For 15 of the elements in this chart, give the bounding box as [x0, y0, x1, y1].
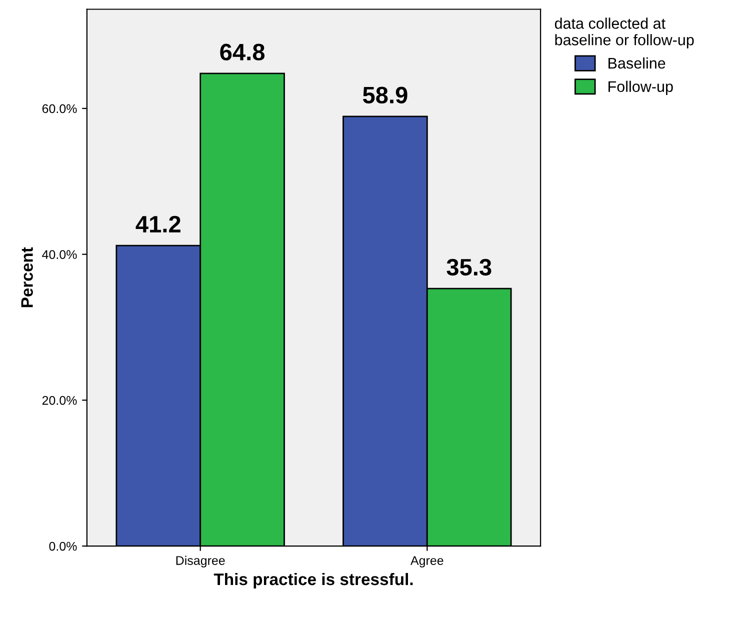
- data-label: 64.8: [220, 44, 265, 60]
- y-axis-title: Percent: [21, 247, 33, 308]
- legend-title: data collected at baseline or follow-up: [554, 18, 694, 48]
- legend-label: Baseline: [608, 57, 666, 69]
- y-tick-label: 20.0%: [42, 396, 77, 405]
- y-tick-label: 40.0%: [42, 250, 77, 259]
- data-label: 35.3: [446, 258, 492, 276]
- x-axis-title: This practice is stressful.: [214, 572, 413, 589]
- x-tick-label: Agree: [410, 556, 444, 568]
- data-label: 58.9: [362, 86, 408, 104]
- y-tick-label: 0.0%: [49, 542, 77, 551]
- legend-label: Follow-up: [608, 80, 673, 96]
- x-tick-label: Disagree: [176, 556, 225, 568]
- data-label: 41.2: [136, 216, 180, 232]
- y-tick-label: 60.0%: [42, 104, 77, 114]
